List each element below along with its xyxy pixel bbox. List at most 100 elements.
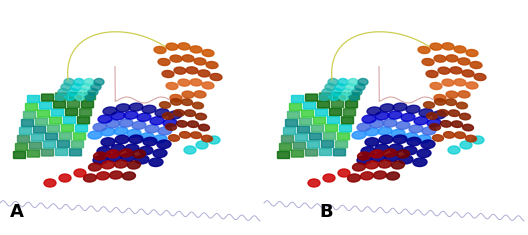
Ellipse shape [153,149,167,157]
FancyBboxPatch shape [17,136,30,142]
FancyBboxPatch shape [347,93,360,100]
FancyBboxPatch shape [334,149,345,156]
Ellipse shape [358,78,368,86]
FancyBboxPatch shape [329,109,342,116]
Ellipse shape [162,70,174,78]
Ellipse shape [133,150,146,158]
FancyBboxPatch shape [342,117,354,124]
Ellipse shape [383,149,397,157]
Ellipse shape [414,117,428,125]
Ellipse shape [419,109,433,117]
Ellipse shape [409,125,423,133]
FancyBboxPatch shape [60,133,71,140]
Ellipse shape [155,109,169,117]
FancyBboxPatch shape [42,149,53,156]
Ellipse shape [58,89,68,95]
FancyBboxPatch shape [319,149,332,156]
Ellipse shape [457,102,467,109]
Ellipse shape [438,67,450,74]
Ellipse shape [153,135,167,143]
Ellipse shape [174,67,186,74]
Ellipse shape [370,120,384,128]
Ellipse shape [186,67,198,74]
FancyBboxPatch shape [24,111,35,118]
FancyBboxPatch shape [312,125,324,132]
Ellipse shape [462,70,474,77]
Ellipse shape [91,83,101,90]
Text: A: A [10,203,24,221]
Ellipse shape [107,153,121,162]
FancyBboxPatch shape [78,117,90,124]
FancyBboxPatch shape [15,144,27,150]
Ellipse shape [202,82,214,89]
Bar [264,0,528,235]
FancyBboxPatch shape [32,134,43,141]
Ellipse shape [472,136,484,144]
Ellipse shape [143,137,157,146]
Ellipse shape [129,103,143,111]
Ellipse shape [371,150,383,158]
Ellipse shape [115,135,129,144]
Ellipse shape [323,174,335,182]
Ellipse shape [190,46,202,53]
Ellipse shape [83,174,97,182]
FancyBboxPatch shape [48,125,60,132]
FancyBboxPatch shape [14,152,25,158]
Ellipse shape [444,132,455,138]
Ellipse shape [357,123,371,131]
FancyBboxPatch shape [335,141,347,148]
FancyBboxPatch shape [314,117,325,124]
FancyBboxPatch shape [55,149,68,156]
Ellipse shape [325,83,335,90]
FancyBboxPatch shape [73,133,86,140]
Ellipse shape [125,144,139,153]
Ellipse shape [157,140,171,149]
Ellipse shape [353,163,365,171]
Ellipse shape [89,163,101,171]
FancyBboxPatch shape [296,134,307,141]
Ellipse shape [163,113,174,119]
FancyBboxPatch shape [319,93,332,100]
Ellipse shape [202,50,214,57]
FancyBboxPatch shape [288,111,299,118]
Ellipse shape [349,94,359,101]
Ellipse shape [385,153,399,161]
Ellipse shape [335,83,345,90]
Ellipse shape [391,129,405,137]
FancyBboxPatch shape [22,120,33,126]
FancyBboxPatch shape [65,109,78,116]
Ellipse shape [329,94,339,101]
Ellipse shape [430,43,442,50]
Ellipse shape [88,131,102,139]
Ellipse shape [339,94,349,101]
Ellipse shape [418,47,430,54]
Ellipse shape [434,94,446,102]
Ellipse shape [127,129,141,137]
Ellipse shape [322,89,332,95]
FancyBboxPatch shape [332,101,344,107]
FancyBboxPatch shape [279,144,291,150]
Ellipse shape [178,43,190,50]
Ellipse shape [426,70,438,78]
FancyBboxPatch shape [25,103,37,110]
Ellipse shape [55,94,65,101]
Ellipse shape [371,153,385,162]
FancyBboxPatch shape [324,133,335,140]
Ellipse shape [361,147,375,155]
Ellipse shape [115,160,127,168]
Ellipse shape [149,158,163,167]
Ellipse shape [101,128,115,136]
FancyBboxPatch shape [301,110,314,117]
Ellipse shape [68,89,78,95]
Ellipse shape [373,171,386,179]
Ellipse shape [114,127,128,135]
FancyBboxPatch shape [81,101,93,108]
FancyBboxPatch shape [317,101,329,108]
Ellipse shape [460,141,472,149]
FancyBboxPatch shape [337,133,350,140]
Ellipse shape [442,79,454,86]
FancyBboxPatch shape [35,118,48,125]
Ellipse shape [434,55,446,62]
Ellipse shape [191,132,202,138]
FancyBboxPatch shape [291,95,304,102]
